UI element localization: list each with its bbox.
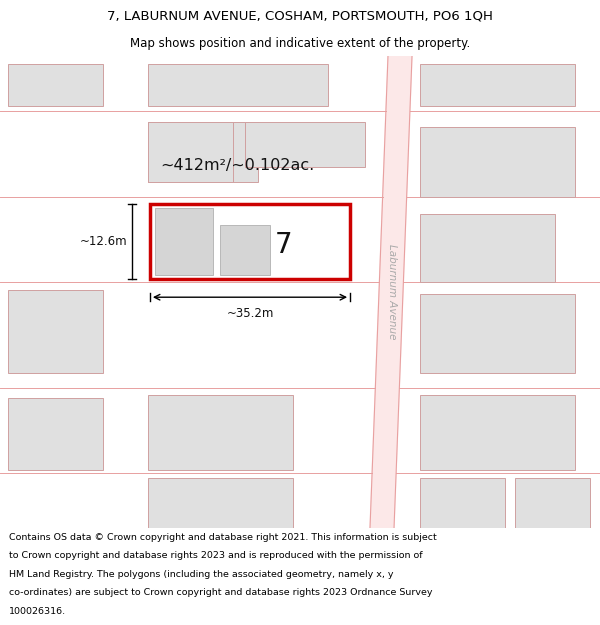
Bar bbox=[8, 398, 103, 470]
Bar bbox=[155, 208, 213, 275]
Bar bbox=[148, 121, 258, 182]
Bar bbox=[420, 126, 575, 197]
Bar bbox=[148, 121, 233, 182]
Text: 100026316.: 100026316. bbox=[9, 607, 66, 616]
Bar bbox=[148, 478, 293, 528]
Text: ~35.2m: ~35.2m bbox=[226, 308, 274, 320]
Text: ~412m²/~0.102ac.: ~412m²/~0.102ac. bbox=[160, 158, 314, 173]
Polygon shape bbox=[370, 56, 412, 528]
Bar bbox=[148, 394, 293, 470]
Text: 7: 7 bbox=[275, 231, 293, 259]
Text: HM Land Registry. The polygons (including the associated geometry, namely x, y: HM Land Registry. The polygons (includin… bbox=[9, 570, 394, 579]
Bar bbox=[420, 64, 575, 106]
Bar bbox=[515, 478, 590, 528]
Text: ~12.6m: ~12.6m bbox=[79, 235, 127, 248]
Bar bbox=[148, 64, 328, 106]
Text: Map shows position and indicative extent of the property.: Map shows position and indicative extent… bbox=[130, 37, 470, 49]
Bar bbox=[420, 478, 505, 528]
Bar bbox=[150, 204, 350, 279]
Bar bbox=[420, 394, 575, 470]
Text: co-ordinates) are subject to Crown copyright and database rights 2023 Ordnance S: co-ordinates) are subject to Crown copyr… bbox=[9, 588, 433, 598]
Text: to Crown copyright and database rights 2023 and is reproduced with the permissio: to Crown copyright and database rights 2… bbox=[9, 551, 422, 561]
Bar bbox=[420, 214, 555, 282]
Bar bbox=[420, 294, 575, 372]
Bar bbox=[8, 290, 103, 372]
Text: Contains OS data © Crown copyright and database right 2021. This information is : Contains OS data © Crown copyright and d… bbox=[9, 533, 437, 542]
Text: 7, LABURNUM AVENUE, COSHAM, PORTSMOUTH, PO6 1QH: 7, LABURNUM AVENUE, COSHAM, PORTSMOUTH, … bbox=[107, 9, 493, 22]
Bar bbox=[8, 64, 103, 106]
Text: Laburnum Avenue: Laburnum Avenue bbox=[387, 244, 397, 340]
Bar bbox=[220, 225, 270, 275]
Bar bbox=[245, 121, 365, 167]
